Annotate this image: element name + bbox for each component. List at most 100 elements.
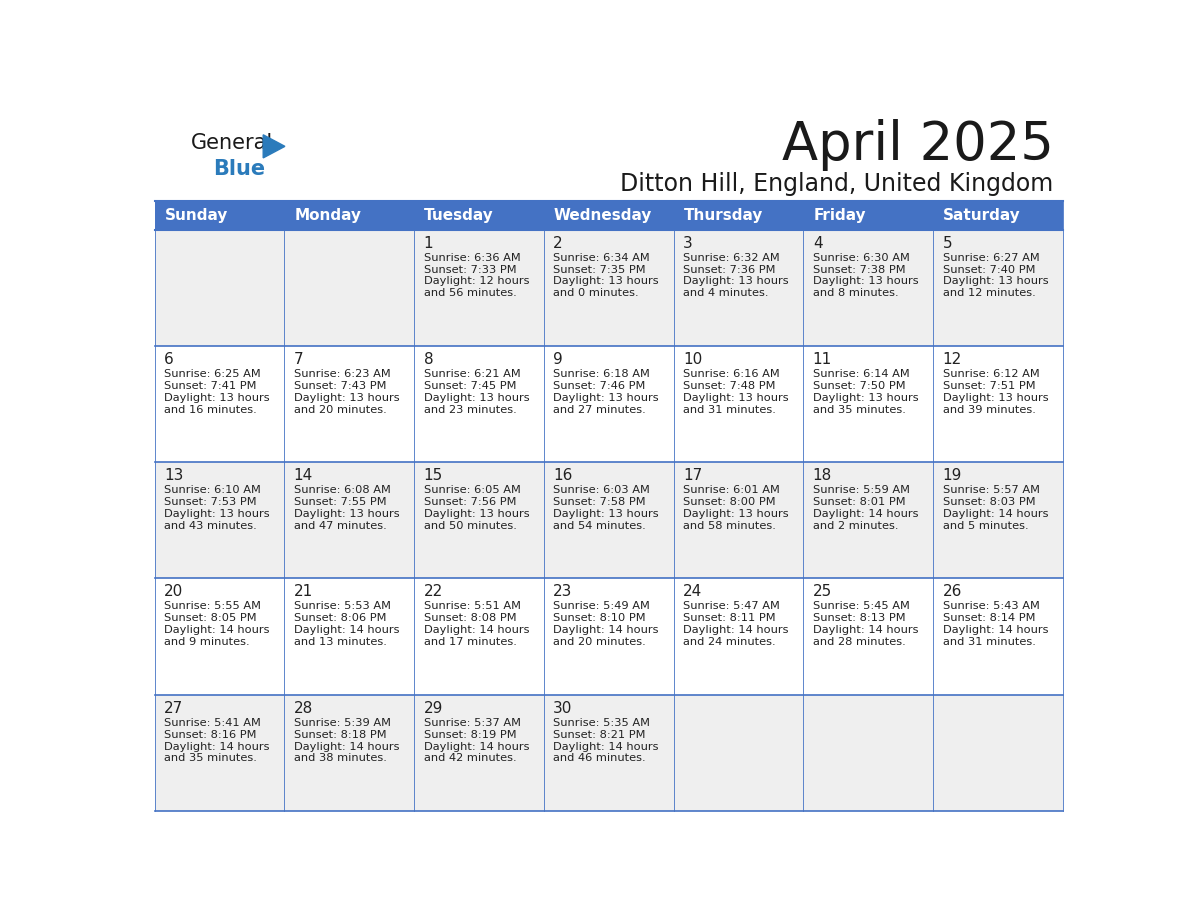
Text: 23: 23 [554, 585, 573, 599]
Text: and 43 minutes.: and 43 minutes. [164, 521, 257, 531]
Text: and 35 minutes.: and 35 minutes. [164, 754, 257, 764]
Text: Daylight: 13 hours: Daylight: 13 hours [683, 393, 789, 403]
Text: 22: 22 [423, 585, 443, 599]
Bar [934, 201, 1063, 230]
Text: Daylight: 14 hours: Daylight: 14 hours [164, 742, 270, 752]
Text: Sunset: 7:36 PM: Sunset: 7:36 PM [683, 264, 776, 274]
Text: and 42 minutes.: and 42 minutes. [423, 754, 516, 764]
Text: Sunset: 8:14 PM: Sunset: 8:14 PM [942, 613, 1035, 623]
Text: Sunset: 8:11 PM: Sunset: 8:11 PM [683, 613, 776, 623]
Text: and 58 minutes.: and 58 minutes. [683, 521, 776, 531]
Text: and 2 minutes.: and 2 minutes. [813, 521, 898, 531]
Text: and 12 minutes.: and 12 minutes. [942, 288, 1035, 298]
Text: Sunset: 8:21 PM: Sunset: 8:21 PM [554, 730, 646, 740]
Text: 1: 1 [423, 236, 434, 251]
Text: Sunrise: 5:49 AM: Sunrise: 5:49 AM [554, 601, 650, 611]
Text: 17: 17 [683, 468, 702, 483]
Text: Thursday: Thursday [684, 207, 763, 223]
Text: Daylight: 13 hours: Daylight: 13 hours [683, 276, 789, 286]
Text: 28: 28 [293, 700, 312, 716]
Text: Sunrise: 6:25 AM: Sunrise: 6:25 AM [164, 369, 260, 379]
Text: Sunrise: 6:12 AM: Sunrise: 6:12 AM [942, 369, 1040, 379]
Bar [154, 201, 284, 230]
Text: and 27 minutes.: and 27 minutes. [554, 405, 646, 415]
Text: 12: 12 [942, 352, 962, 367]
Text: Daylight: 14 hours: Daylight: 14 hours [164, 625, 270, 635]
Text: Sunrise: 6:32 AM: Sunrise: 6:32 AM [683, 252, 779, 263]
Bar [674, 201, 803, 230]
Text: Sunrise: 6:27 AM: Sunrise: 6:27 AM [942, 252, 1040, 263]
Text: Daylight: 13 hours: Daylight: 13 hours [554, 393, 659, 403]
Text: Sunset: 7:48 PM: Sunset: 7:48 PM [683, 381, 776, 391]
Text: and 4 minutes.: and 4 minutes. [683, 288, 769, 298]
Text: Daylight: 13 hours: Daylight: 13 hours [164, 393, 270, 403]
Text: and 13 minutes.: and 13 minutes. [293, 637, 386, 647]
Text: 7: 7 [293, 352, 303, 367]
Text: and 23 minutes.: and 23 minutes. [423, 405, 517, 415]
Text: Sunrise: 5:43 AM: Sunrise: 5:43 AM [942, 601, 1040, 611]
Text: and 35 minutes.: and 35 minutes. [813, 405, 905, 415]
Bar [803, 201, 934, 230]
Text: and 28 minutes.: and 28 minutes. [813, 637, 905, 647]
Text: Sunset: 8:00 PM: Sunset: 8:00 PM [683, 497, 776, 507]
Text: Daylight: 13 hours: Daylight: 13 hours [554, 276, 659, 286]
Text: Daylight: 13 hours: Daylight: 13 hours [423, 393, 529, 403]
Text: Daylight: 12 hours: Daylight: 12 hours [423, 276, 529, 286]
Text: Sunrise: 5:59 AM: Sunrise: 5:59 AM [813, 485, 910, 495]
Text: Sunset: 7:41 PM: Sunset: 7:41 PM [164, 381, 257, 391]
Text: Sunrise: 5:55 AM: Sunrise: 5:55 AM [164, 601, 261, 611]
Text: 25: 25 [813, 585, 832, 599]
Text: Sunset: 8:03 PM: Sunset: 8:03 PM [942, 497, 1035, 507]
Text: Sunset: 8:16 PM: Sunset: 8:16 PM [164, 730, 257, 740]
Text: Sunset: 7:50 PM: Sunset: 7:50 PM [813, 381, 905, 391]
Text: 11: 11 [813, 352, 832, 367]
Text: and 38 minutes.: and 38 minutes. [293, 754, 386, 764]
Text: 26: 26 [942, 585, 962, 599]
Text: Sunset: 8:10 PM: Sunset: 8:10 PM [554, 613, 646, 623]
Text: Daylight: 13 hours: Daylight: 13 hours [813, 276, 918, 286]
Text: Daylight: 14 hours: Daylight: 14 hours [942, 509, 1048, 519]
Text: Sunset: 8:18 PM: Sunset: 8:18 PM [293, 730, 386, 740]
Text: Sunrise: 6:18 AM: Sunrise: 6:18 AM [554, 369, 650, 379]
Text: 3: 3 [683, 236, 693, 251]
Text: Daylight: 13 hours: Daylight: 13 hours [942, 276, 1048, 286]
Text: Sunrise: 6:03 AM: Sunrise: 6:03 AM [554, 485, 650, 495]
Text: Sunset: 7:35 PM: Sunset: 7:35 PM [554, 264, 646, 274]
Text: Daylight: 13 hours: Daylight: 13 hours [942, 393, 1048, 403]
Text: Sunset: 7:43 PM: Sunset: 7:43 PM [293, 381, 386, 391]
Text: 6: 6 [164, 352, 173, 367]
Text: Sunday: Sunday [165, 207, 228, 223]
Text: 14: 14 [293, 468, 312, 483]
Text: Sunset: 7:45 PM: Sunset: 7:45 PM [423, 381, 516, 391]
Text: Daylight: 14 hours: Daylight: 14 hours [423, 742, 529, 752]
Text: Sunset: 8:06 PM: Sunset: 8:06 PM [293, 613, 386, 623]
Text: and 24 minutes.: and 24 minutes. [683, 637, 776, 647]
Text: 2: 2 [554, 236, 563, 251]
Text: and 50 minutes.: and 50 minutes. [423, 521, 517, 531]
Text: Sunrise: 6:21 AM: Sunrise: 6:21 AM [423, 369, 520, 379]
Text: 21: 21 [293, 585, 312, 599]
Bar [154, 578, 1063, 695]
Text: Sunrise: 5:53 AM: Sunrise: 5:53 AM [293, 601, 391, 611]
Text: Sunrise: 5:45 AM: Sunrise: 5:45 AM [813, 601, 910, 611]
Text: Wednesday: Wednesday [554, 207, 652, 223]
Text: and 47 minutes.: and 47 minutes. [293, 521, 386, 531]
Text: Sunset: 8:13 PM: Sunset: 8:13 PM [813, 613, 905, 623]
Text: 20: 20 [164, 585, 183, 599]
Polygon shape [264, 135, 285, 158]
Text: Daylight: 13 hours: Daylight: 13 hours [813, 393, 918, 403]
Text: Daylight: 14 hours: Daylight: 14 hours [813, 625, 918, 635]
Text: Sunset: 7:33 PM: Sunset: 7:33 PM [423, 264, 516, 274]
Text: and 31 minutes.: and 31 minutes. [942, 637, 1036, 647]
Text: Sunrise: 6:01 AM: Sunrise: 6:01 AM [683, 485, 779, 495]
Text: Sunset: 8:05 PM: Sunset: 8:05 PM [164, 613, 257, 623]
Text: Sunset: 7:55 PM: Sunset: 7:55 PM [293, 497, 386, 507]
Text: and 54 minutes.: and 54 minutes. [554, 521, 646, 531]
Text: 5: 5 [942, 236, 952, 251]
Text: and 20 minutes.: and 20 minutes. [554, 637, 646, 647]
Text: Friday: Friday [814, 207, 866, 223]
Text: Sunrise: 6:05 AM: Sunrise: 6:05 AM [423, 485, 520, 495]
Text: 27: 27 [164, 700, 183, 716]
Text: Sunrise: 5:57 AM: Sunrise: 5:57 AM [942, 485, 1040, 495]
Text: Sunset: 7:46 PM: Sunset: 7:46 PM [554, 381, 645, 391]
